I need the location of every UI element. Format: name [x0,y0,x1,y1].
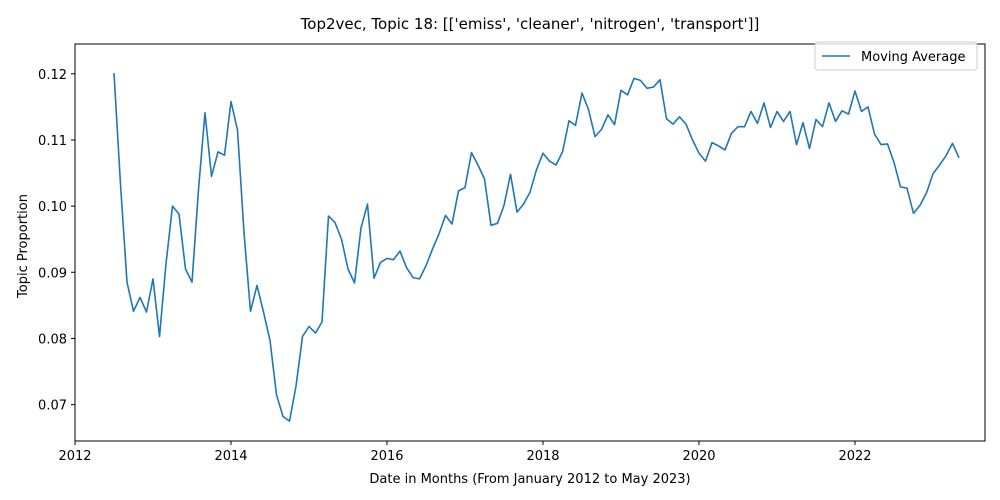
y-axis-label: Topic Proportion [16,194,31,299]
legend: Moving Average [814,41,978,71]
y-tick-label: 0.08 [38,332,67,347]
chart-title: Top2vec, Topic 18: [['emiss', 'cleaner',… [300,15,760,33]
y-tick-label: 0.11 [38,134,67,149]
legend-label: Moving Average [861,50,965,65]
x-tick-label: 2020 [682,449,715,464]
x-tick-label: 2016 [370,449,403,464]
series-layer [113,73,960,422]
y-tick-label: 0.10 [38,200,67,215]
x-tick-label: 2012 [58,449,91,464]
x-tick-label: 2018 [526,449,559,464]
plot-frame [74,43,986,442]
x-tick-label: 2022 [838,449,871,464]
y-tick-label: 0.07 [38,399,67,414]
legend-box [814,41,978,71]
x-tick-label: 2014 [214,449,247,464]
axis-ticks: 2012 2014 2016 2018 2020 2022 0.07 0.08 0.09 0.10… [38,68,872,464]
y-tick-label: 0.12 [38,68,67,83]
y-tick-label: 0.09 [38,266,67,281]
series-line-moving-average [113,73,960,422]
x-axis-label: Date in Months (From January 2012 to May… [369,472,690,487]
